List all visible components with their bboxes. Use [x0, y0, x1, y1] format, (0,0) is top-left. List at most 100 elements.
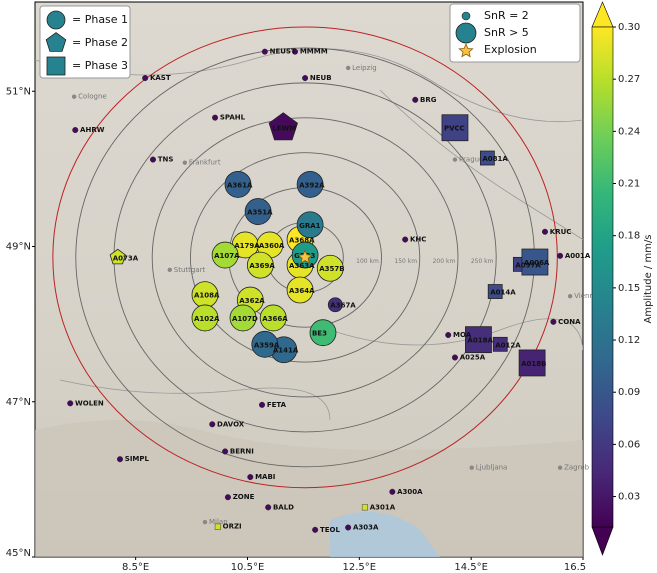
city-label: Frankfurt — [189, 159, 221, 167]
station-label: A351A — [247, 209, 273, 217]
station-marker — [214, 523, 221, 530]
station-label: SPAHL — [220, 114, 246, 122]
x-tick-label: 8.5°E — [122, 562, 149, 573]
station-label: A392A — [299, 181, 325, 189]
station-label: A018A — [467, 337, 493, 345]
y-tick-label: 51°N — [6, 86, 31, 97]
station-label: LEWM — [272, 125, 296, 133]
station-marker — [212, 114, 219, 121]
station-marker — [541, 228, 548, 235]
station-label: A102A — [194, 315, 220, 323]
city-label: Cologne — [78, 93, 107, 101]
explosion-star — [297, 249, 313, 264]
station-label: A362A — [239, 297, 265, 305]
station-marker — [251, 330, 279, 358]
legend-label: Explosion — [484, 43, 537, 56]
station-marker — [244, 198, 272, 225]
station-label: KHC — [410, 236, 426, 244]
station-marker — [412, 96, 419, 103]
city-label: Leipzig — [352, 64, 377, 72]
station-marker — [211, 241, 239, 269]
city-dot — [567, 293, 573, 299]
station-label: A364A — [289, 287, 315, 295]
station-label: A014A — [490, 289, 516, 297]
station-marker — [492, 336, 508, 352]
colorbar-tick-label: 0.03 — [618, 492, 640, 503]
station-marker — [316, 254, 344, 282]
station-label: A361A — [227, 181, 253, 189]
station-label: NEUST — [270, 48, 296, 56]
station-marker — [259, 401, 266, 408]
station-label: A368A — [289, 237, 315, 245]
station-marker — [292, 48, 299, 55]
station-label: A360A — [259, 242, 285, 250]
colorbar-tick-label: 0.30 — [618, 22, 640, 33]
colorbar-tick-label: 0.24 — [618, 126, 640, 137]
station-label: KAST — [150, 74, 171, 82]
station-label: DAVOX — [217, 420, 245, 428]
city-label: Vienna — [574, 292, 598, 300]
station-label: A012A — [495, 341, 521, 349]
station-marker — [224, 494, 231, 501]
station-label: A001A — [565, 252, 591, 260]
station-marker — [302, 75, 309, 82]
station-label: A357B — [319, 265, 344, 273]
station-label: ORZI — [223, 523, 242, 531]
station-marker — [518, 349, 546, 377]
station-marker — [46, 56, 66, 76]
station-marker — [265, 504, 272, 511]
city-dot — [182, 160, 188, 165]
colorbar-tick-label: 0.18 — [618, 231, 640, 242]
station-marker — [191, 304, 219, 332]
colorbar-bottom — [591, 526, 614, 556]
station-marker — [479, 150, 495, 166]
station-label: MABI — [255, 473, 275, 481]
station-marker — [521, 248, 549, 276]
station-label: A107D — [232, 315, 258, 323]
station-label: BALD — [273, 503, 294, 511]
station-label: SIMPL — [125, 455, 150, 463]
colorbar-tick-label: 0.06 — [618, 439, 640, 450]
legend-label: = Phase 3 — [72, 59, 128, 72]
colorbar — [591, 26, 614, 528]
station-marker — [286, 276, 314, 304]
station-label: BERNI — [230, 447, 254, 455]
city-label: Zagreb — [564, 464, 590, 472]
legend-label: = Phase 1 — [72, 13, 128, 26]
station-label: BE3 — [312, 330, 327, 338]
city-dot — [345, 65, 351, 71]
station-label: A359A — [254, 341, 280, 349]
legend-marker — [461, 11, 471, 21]
city-dot — [452, 157, 458, 162]
station-marker — [345, 524, 352, 531]
city-label: Prague — [459, 156, 483, 164]
station-marker — [557, 252, 564, 259]
station-label: A097A — [515, 261, 541, 269]
distance-ring — [189, 152, 421, 363]
station-label: A300A — [397, 488, 423, 496]
station-label: PVCC — [444, 125, 465, 133]
legend-star — [458, 42, 474, 58]
station-marker — [45, 32, 67, 52]
station-marker — [209, 421, 216, 428]
snr-legend-box — [449, 3, 581, 63]
legend-label: SnR = 2 — [484, 9, 529, 22]
station-label: TEOL — [320, 526, 341, 534]
ring-label: 150 km — [394, 258, 417, 265]
station-marker — [441, 114, 469, 142]
station-label: A018B — [521, 360, 546, 368]
station-marker — [246, 251, 274, 279]
ring-label: 200 km — [433, 258, 456, 265]
station-marker — [261, 48, 268, 55]
station-label: CONA — [558, 318, 581, 326]
station-marker — [46, 10, 66, 30]
station-marker — [72, 127, 79, 134]
colorbar-tick-label: 0.12 — [618, 335, 640, 346]
station-label: A081A — [482, 155, 508, 163]
colorbar-tick-label: 0.21 — [618, 179, 640, 190]
station-label: WOLEN — [75, 399, 104, 407]
x-tick-label: 14.5°E — [454, 562, 488, 573]
station-label: A367A — [330, 302, 356, 310]
legend-label: = Phase 2 — [72, 36, 128, 49]
